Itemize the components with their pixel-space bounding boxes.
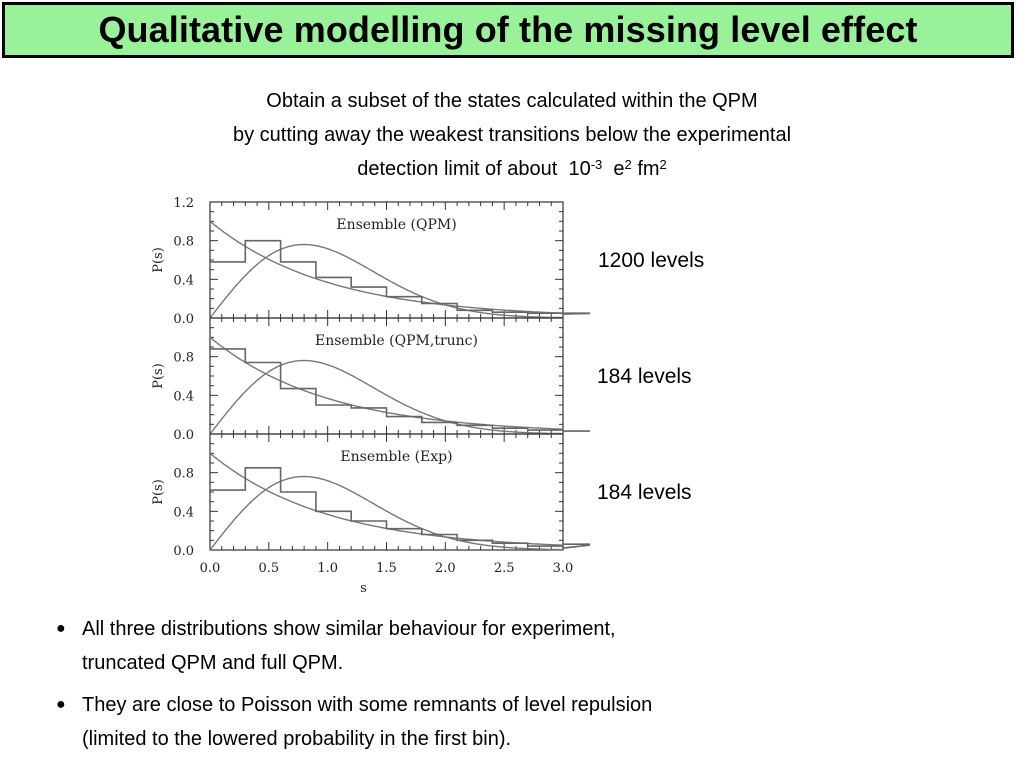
bullet-2-line-1: They are close to Poisson with some remn… [82,694,653,716]
x-tick-label: 2.5 [494,561,515,576]
histogram-bin [245,468,280,550]
bullet-icon: ● [56,696,66,713]
x-tick-label: 0.0 [200,561,221,576]
unit-e: e [613,158,625,180]
y-tick-label: 0.0 [173,312,194,327]
level-label-qpm-trunc: 184 levels [597,365,692,388]
histogram-bin [457,425,492,434]
histogram-bin [316,277,351,318]
level-label-qpm: 1200 levels [598,249,705,272]
wigner-curve [209,243,563,319]
y-tick-label: 0.4 [173,389,194,404]
histogram-steps [210,467,590,549]
y-tick-label: 1.2 [173,196,194,211]
histogram-bin [528,546,563,550]
title-box: Qualitative modelling of the missing lev… [2,2,1014,58]
wigner-curve [209,359,563,435]
y-axis-label: P(s) [151,479,166,505]
histogram-bin [281,262,316,318]
spacing-distribution-charts: 0.0 0.4 0.8 1.2 P(s) Ensemble (QPM) 0.0 0.4 0.8 P… [130,186,590,606]
histogram-bin [245,241,280,318]
histogram-bin [528,313,563,318]
histogram-steps [210,239,590,315]
histogram-bin [387,417,422,434]
y-axis-label: P(s) [151,363,166,389]
x-tick-label: 1.0 [317,561,338,576]
intro-line-3-prefix: detection limit of about [357,158,558,180]
unit-fm: fm [637,158,660,180]
histogram-bin [457,310,492,318]
intro-line-3: detection limit of about 10-3 e2 fm2 [0,152,1024,186]
histogram-bin [316,511,351,550]
panel-title: Ensemble (QPM,trunc) [315,333,478,349]
y-axis-label: P(s) [151,247,166,273]
y-tick-label: 0.8 [173,467,194,482]
chart-svg: 0.0 0.4 0.8 1.2 P(s) Ensemble (QPM) 0.0 0.4 0.8 P… [151,196,590,596]
histogram-bin [281,492,316,550]
unit-e-power: 2 [624,157,632,172]
histogram-bin [387,529,422,550]
panel-title: Ensemble (Exp) [340,449,452,465]
bullet-1-line-1: All three distributions show similar beh… [82,618,616,640]
exponent-power: -3 [590,157,603,172]
bullet-icon: ● [56,620,66,637]
y-tick-label: 0.4 [173,273,194,288]
y-tick-label: 0.8 [173,351,194,366]
bullet-list: ● All three distributions show similar b… [56,612,996,764]
bullet-2-line-2: (limited to the lowered probability in t… [82,728,512,750]
x-axis-label: s [360,581,367,596]
y-tick-label: 0.4 [173,505,194,520]
histogram-steps [210,348,590,432]
intro-line-2: by cutting away the weakest transitions … [232,124,792,146]
y-tick-label: 0.0 [173,428,194,443]
level-label-exp: 184 levels [597,481,692,504]
histogram-bin [281,389,316,434]
histogram-bin [387,297,422,318]
histogram-bin [351,521,386,550]
histogram-bin [422,535,457,550]
slide-title: Qualitative modelling of the missing lev… [98,9,918,50]
histogram-bin [210,349,245,434]
histogram-bin [492,428,527,434]
intro-text: Obtain a subset of the states calculated… [0,84,1024,186]
histogram-bin [245,362,280,434]
histogram-bin [351,408,386,434]
x-tick-label: 2.0 [435,561,456,576]
bullet-1-line-2: truncated QPM and full QPM. [82,652,344,674]
histogram-bin [492,543,527,550]
wigner-curve [209,475,563,551]
intro-line-1: Obtain a subset of the states calculated… [266,90,758,112]
histogram-bin [351,287,386,318]
bullet-item: ● All three distributions show similar b… [56,612,996,680]
y-tick-label: 0.8 [173,235,194,250]
histogram-bin [457,540,492,550]
histogram-bin [210,262,245,318]
histogram-bin [492,312,527,318]
exponent-base: 10 [568,158,591,180]
bullet-item: ● They are close to Poisson with some re… [56,688,996,756]
panel-title: Ensemble (QPM) [336,217,456,233]
x-tick-label: 3.0 [553,561,574,576]
histogram-bin [210,490,245,550]
y-tick-label: 0.0 [173,544,194,559]
histogram-bin [316,405,351,434]
histogram-bin [422,422,457,434]
unit-fm-power: 2 [659,157,667,172]
histogram-bin [422,304,457,319]
x-tick-label: 1.5 [376,561,397,576]
x-tick-label: 0.5 [258,561,279,576]
